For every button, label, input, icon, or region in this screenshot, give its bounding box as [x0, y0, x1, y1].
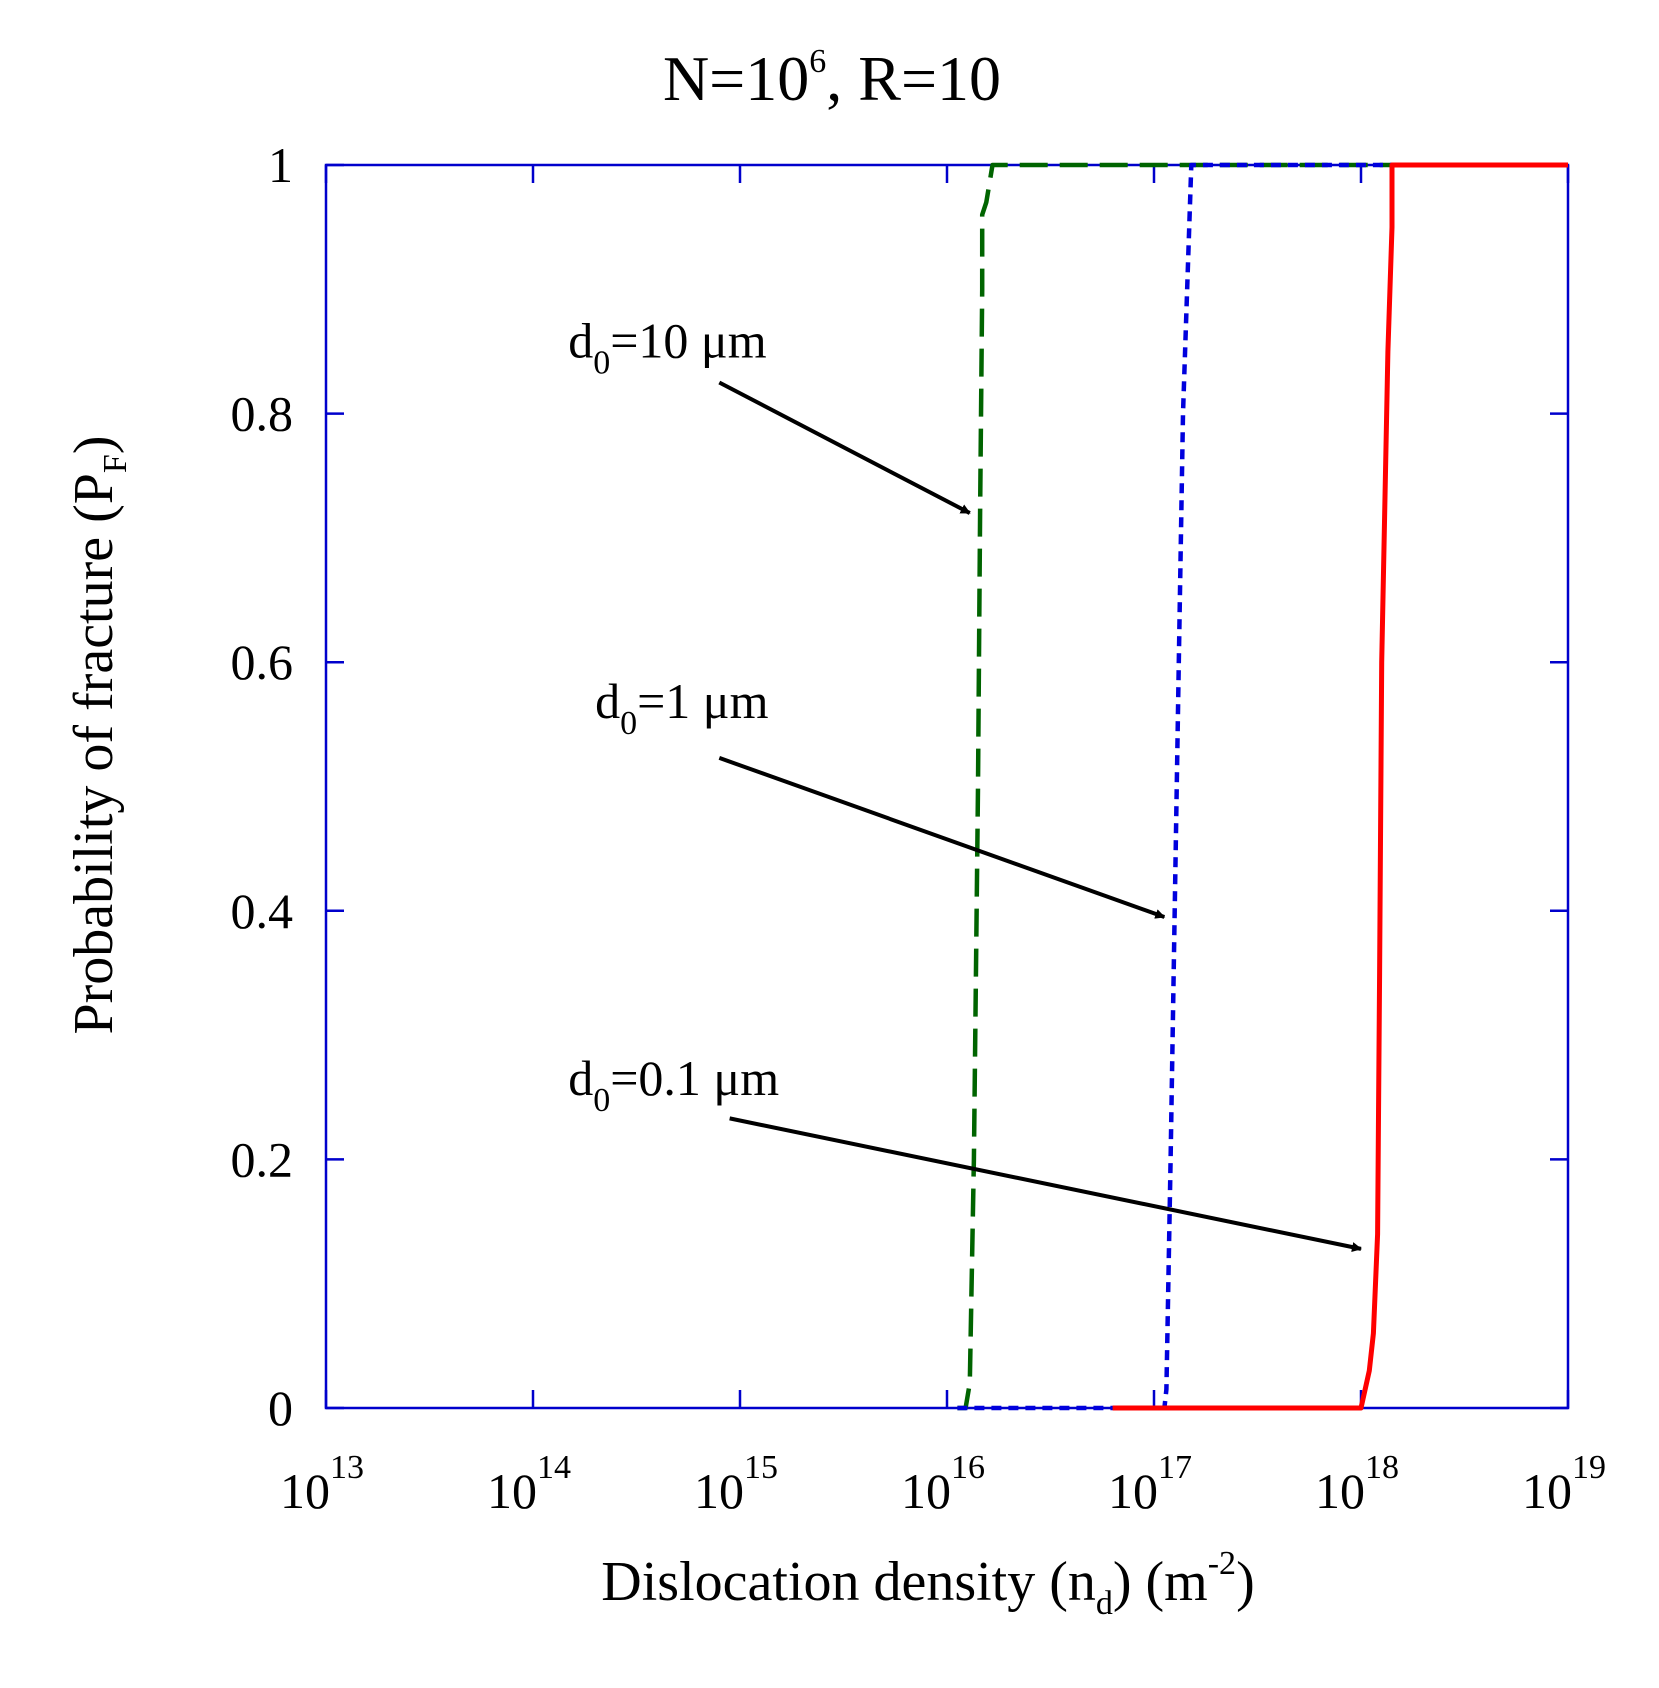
x-tick-label-base: 10	[694, 1463, 744, 1519]
x-tick-label-2: 1015	[694, 1449, 778, 1519]
x-tick-label-4: 1017	[1108, 1449, 1192, 1519]
x-axis-label: Dislocation density (nd) (m-2)	[601, 1545, 1254, 1622]
x-tick-label-6: 1019	[1522, 1449, 1606, 1519]
x-tick-label-1: 1014	[487, 1449, 571, 1519]
y-tick-label-5: 1	[268, 137, 293, 193]
series-line-2	[1112, 162, 1568, 1411]
x-tick-label-exponent: 18	[1365, 1449, 1399, 1486]
annotation-label-rest: =0.1 μm	[610, 1050, 779, 1106]
y-tick-label-4: 0.8	[231, 386, 294, 442]
x-tick-label-base: 10	[1108, 1463, 1158, 1519]
annotation-label-subscript: 0	[593, 345, 610, 382]
y-axis-label-subscript: F	[97, 454, 134, 473]
annotation-label-base: d	[595, 673, 620, 729]
x-tick-label-base: 10	[1315, 1463, 1365, 1519]
annotation-label-rest: =10 μm	[610, 313, 767, 369]
y-tick-label-3: 0.6	[231, 634, 294, 690]
y-tick-label-1: 0.2	[231, 1131, 294, 1187]
chart-title-main: N=10	[663, 43, 809, 114]
x-tick-label-base: 10	[487, 1463, 537, 1519]
chart-title-exponent: 6	[809, 43, 826, 80]
annotation-arrow-1	[718, 756, 1166, 919]
x-tick-label-0: 1013	[280, 1449, 364, 1519]
y-tick-label-2: 0.4	[231, 883, 294, 939]
x-tick-label-base: 10	[280, 1463, 330, 1519]
annotation-label-base: d	[568, 313, 593, 369]
annotation-arrow-2	[729, 1116, 1362, 1252]
x-axis-label-mid: ) (m	[1113, 1551, 1208, 1613]
annotation-label-1: d0=1 μm	[595, 673, 769, 742]
y-axis-label-main: Probability of fracture (P	[63, 473, 125, 1034]
x-tick-label-exponent: 13	[330, 1449, 364, 1486]
axis-tick-labels: 1013 1014 1015 1016 1017 1018 101900.20.40.60.…	[231, 137, 1607, 1519]
series-line-0	[957, 162, 1568, 1411]
axis-ticks	[324, 163, 1570, 1410]
annotation-label-subscript: 0	[620, 705, 637, 742]
x-tick-label-5: 1018	[1315, 1449, 1399, 1519]
annotation-label-rest: =1 μm	[637, 673, 769, 729]
chart-title-rest: , R=10	[826, 43, 1001, 114]
y-axis-label-end: )	[63, 436, 125, 455]
annotation-arrow-0	[718, 380, 971, 515]
x-tick-label-exponent: 19	[1572, 1449, 1606, 1486]
annotation-label-subscript: 0	[593, 1082, 610, 1119]
x-axis-label-end: )	[1236, 1551, 1255, 1613]
annotation-label-2: d0=0.1 μm	[568, 1050, 779, 1119]
x-tick-label-base: 10	[901, 1463, 951, 1519]
series-line-1	[957, 162, 1568, 1411]
x-tick-label-3: 1016	[901, 1449, 985, 1519]
x-tick-label-exponent: 16	[951, 1449, 985, 1486]
x-axis-label-subscript: d	[1096, 1585, 1113, 1622]
series-lines	[957, 162, 1568, 1411]
x-tick-label-base: 10	[1522, 1463, 1572, 1519]
chart-title: N=106, R=10	[663, 43, 1001, 114]
annotation-label-base: d	[568, 1050, 593, 1106]
x-axis-label-main: Dislocation density (n	[601, 1551, 1096, 1613]
y-tick-label-0: 0	[268, 1380, 293, 1436]
annotation-label-0: d0=10 μm	[568, 313, 767, 382]
x-tick-label-exponent: 14	[537, 1449, 571, 1486]
y-axis-label: Probability of fracture (PF)	[63, 436, 134, 1035]
x-tick-label-exponent: 15	[744, 1449, 778, 1486]
x-axis-label-superscript: -2	[1208, 1545, 1236, 1582]
x-tick-label-exponent: 17	[1158, 1449, 1192, 1486]
